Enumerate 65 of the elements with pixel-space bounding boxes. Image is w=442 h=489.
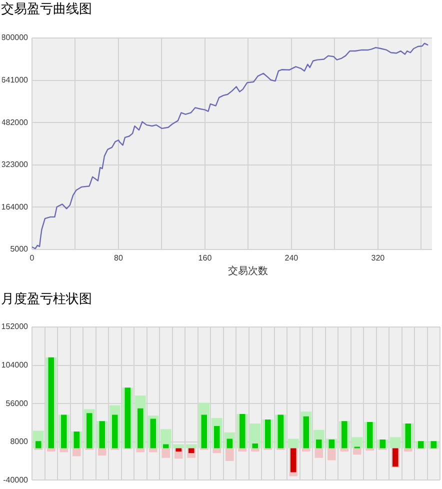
bar (290, 448, 296, 472)
bar (112, 414, 118, 448)
bar (430, 441, 436, 448)
bar (238, 448, 247, 452)
bar (314, 448, 324, 458)
y-tick-label: 104000 (1, 360, 29, 370)
bar (327, 448, 336, 460)
y-tick-label: 323000 (1, 160, 29, 170)
y-tick-label: 5000 (10, 244, 29, 254)
bar (352, 448, 362, 455)
bar (240, 414, 246, 448)
chart-title: 交易盈亏曲线图 (1, 2, 92, 18)
y-tick-label: 56000 (6, 398, 29, 408)
bar (150, 418, 156, 448)
bar (250, 448, 260, 452)
chart-title: 月度盈亏柱状图 (1, 292, 92, 308)
bar (46, 448, 56, 452)
y-tick-label: 164000 (1, 202, 29, 212)
bar (303, 416, 309, 448)
y-tick-label: 800000 (1, 33, 29, 42)
bar (61, 414, 67, 448)
bar (367, 422, 373, 448)
x-tick-label: 0 (30, 253, 35, 262)
bar (226, 438, 232, 448)
y-tick-label: 152000 (1, 322, 29, 332)
x-tick-label: 80 (114, 253, 124, 262)
bar (72, 448, 81, 456)
bar (404, 448, 412, 452)
bar (60, 448, 68, 452)
bar (86, 413, 92, 448)
x-tick-label: 320 (371, 253, 386, 262)
bar (136, 448, 145, 452)
bar (74, 432, 80, 448)
bar (225, 448, 234, 462)
bar (380, 440, 386, 448)
bar (418, 441, 424, 448)
bar (278, 414, 284, 448)
bar (214, 426, 220, 448)
bar (201, 414, 207, 448)
bar (48, 357, 54, 448)
bar (302, 448, 310, 452)
bar (36, 441, 42, 448)
y-tick-label: -40000 (3, 475, 29, 484)
bar (176, 448, 182, 452)
bar (138, 408, 144, 448)
bar (212, 448, 222, 454)
bar (328, 440, 334, 448)
bar (163, 444, 169, 448)
bar (316, 440, 322, 448)
bar (340, 448, 349, 452)
bar (98, 448, 106, 456)
x-tick-label: 160 (198, 253, 212, 262)
bar (265, 420, 271, 448)
bar (252, 443, 258, 448)
y-tick-label: 8000 (10, 437, 29, 446)
bar (342, 421, 348, 448)
bar (124, 388, 130, 448)
bar (99, 421, 105, 448)
bar (188, 448, 194, 454)
bar (148, 448, 158, 452)
bar (405, 424, 411, 448)
bar (162, 448, 170, 458)
x-tick-label: 240 (284, 253, 299, 262)
x-axis-title: 交易次数 (228, 266, 268, 278)
y-tick-label: 641000 (1, 75, 29, 84)
